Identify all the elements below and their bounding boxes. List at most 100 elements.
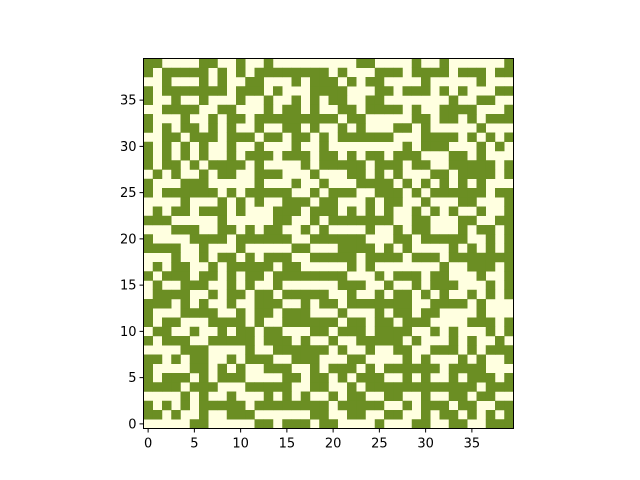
heatmap-cell [458, 178, 468, 189]
heatmap-cell [421, 197, 431, 207]
heatmap-cell [236, 234, 246, 244]
heatmap-cell [226, 160, 237, 170]
heatmap-cell [143, 234, 153, 244]
heatmap-cell [402, 234, 412, 244]
heatmap-cell [374, 151, 385, 161]
heatmap-cell [384, 243, 394, 253]
heatmap-cell [439, 169, 449, 179]
heatmap-cell [226, 289, 237, 300]
heatmap-cell [439, 382, 449, 392]
heatmap-cell [254, 178, 264, 189]
heatmap-cell [226, 354, 237, 364]
heatmap-cell [226, 400, 237, 411]
heatmap-cell [291, 289, 301, 300]
heatmap-cell [448, 299, 459, 309]
heatmap-cell [421, 215, 431, 226]
heatmap-cell [245, 354, 255, 364]
x-tick-label: 10 [232, 437, 249, 452]
heatmap-cell [199, 243, 209, 253]
heatmap-cell [199, 308, 209, 318]
heatmap-cell [300, 400, 311, 411]
heatmap-cell [254, 86, 264, 96]
heatmap-cell [217, 215, 227, 226]
heatmap-cell [476, 188, 486, 198]
y-tick-label: 5 [128, 371, 136, 386]
heatmap-cell [439, 299, 449, 309]
heatmap-cell [189, 419, 200, 429]
heatmap-cell [143, 363, 153, 374]
heatmap-cell [263, 67, 274, 78]
y-tick-label: 15 [120, 279, 137, 294]
heatmap-cell [226, 114, 237, 124]
heatmap-cell [254, 234, 264, 244]
heatmap-cell [448, 160, 459, 170]
heatmap-cell [245, 151, 255, 161]
heatmap-cell [254, 123, 264, 133]
heatmap-cell [310, 289, 320, 300]
heatmap-cell [374, 317, 385, 327]
heatmap-cell [356, 215, 366, 226]
heatmap-cell [393, 326, 403, 337]
heatmap-cell [347, 169, 357, 179]
heatmap-cell [356, 410, 366, 420]
heatmap-cell [384, 178, 394, 189]
heatmap-cell [476, 299, 486, 309]
heatmap-cell [217, 336, 227, 346]
heatmap-cell [439, 86, 449, 96]
heatmap-cell [356, 373, 366, 383]
heatmap-cell [374, 188, 385, 198]
heatmap-cell [439, 400, 449, 411]
heatmap-cell [254, 354, 264, 364]
heatmap-cell [439, 188, 449, 198]
heatmap-cell [199, 410, 209, 420]
heatmap-cell [300, 151, 311, 161]
heatmap-cell [504, 373, 514, 383]
heatmap-cell [458, 151, 468, 161]
heatmap-cell [402, 178, 412, 189]
heatmap-cell [411, 206, 422, 216]
heatmap-cell [291, 67, 301, 78]
heatmap-cell [467, 345, 477, 355]
heatmap-cell [504, 419, 514, 429]
heatmap-cell [319, 234, 329, 244]
heatmap-cell [393, 234, 403, 244]
heatmap-cell [328, 215, 338, 226]
heatmap-cell [467, 188, 477, 198]
heatmap-cell [328, 252, 338, 263]
heatmap-cell [162, 271, 172, 281]
heatmap-cell [291, 132, 301, 142]
heatmap-cell [171, 169, 181, 179]
heatmap-cell [347, 280, 357, 290]
heatmap-cell [365, 225, 375, 235]
heatmap-cell [365, 243, 375, 253]
heatmap-cell [189, 234, 200, 244]
heatmap-cell [374, 215, 385, 226]
heatmap-cell [245, 234, 255, 244]
heatmap-cell [476, 252, 486, 263]
heatmap-cell [356, 336, 366, 346]
heatmap-cell [282, 382, 292, 392]
heatmap-cell [328, 151, 338, 161]
heatmap-cell [421, 132, 431, 142]
heatmap-cell [402, 354, 412, 364]
heatmap-cell [328, 114, 338, 124]
heatmap-cell [152, 299, 163, 309]
heatmap-cell [273, 271, 283, 281]
heatmap-cell [411, 317, 422, 327]
y-axis: 0 5 10 15 20 25 30 35 [120, 94, 144, 432]
heatmap-cell [319, 410, 329, 420]
heatmap-cell [245, 280, 255, 290]
heatmap-cell [310, 400, 320, 411]
heatmap-cell [356, 178, 366, 189]
heatmap-cell [199, 354, 209, 364]
heatmap-cell [282, 123, 292, 133]
heatmap-cell [495, 400, 505, 411]
heatmap-cell [421, 234, 431, 244]
heatmap-cell [356, 169, 366, 179]
heatmap-cell [273, 86, 283, 96]
heatmap-cell [143, 86, 153, 96]
heatmap-cell [180, 151, 190, 161]
heatmap-cell [365, 262, 375, 272]
heatmap-cell [402, 317, 412, 327]
heatmap-cell [143, 141, 153, 152]
